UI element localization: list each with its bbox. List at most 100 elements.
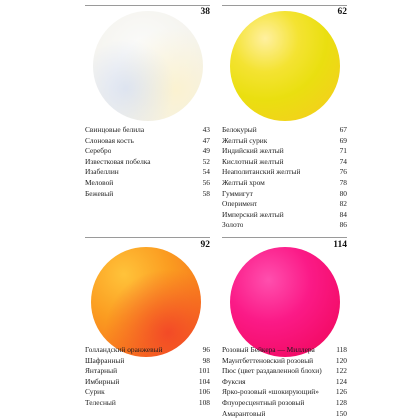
list-item: Желтый сурик 69 [222,136,347,147]
page-ref: 67 [339,125,347,134]
page-ref: 80 [339,188,347,198]
section-white: 38 Свинцовые белила 43 Слоновая кость 47 Сер… [85,0,210,228]
color-list: Свинцовые белила 43 Слоновая кость 47 Серебр… [85,125,210,199]
color-name: Флуоресцентный розовый [222,397,305,407]
color-name: Серебро [85,146,112,156]
color-name: Шафранный [85,355,125,365]
list-item: Ярко-розовый «шокирующий» 126 [222,387,347,398]
list-item: Янтарный 101 [85,366,210,377]
color-name: Золото [222,220,244,230]
color-name: Белокурый [222,125,257,134]
section-orange: 92 Голландский оранжевый 96 Шафранный 98 Янт… [85,233,210,420]
list-item: Золото 86 [222,220,347,231]
color-name: Ярко-розовый «шокирующий» [222,387,319,397]
section-pink: 114 Розовый Бейкера — Миллера 118 Маунтбет… [222,233,347,420]
list-item: Сурик 106 [85,387,210,398]
page-ref: 74 [339,156,347,166]
page-ref: 82 [339,199,347,209]
page-ref: 43 [202,125,210,134]
color-name: Янтарный [85,366,118,376]
page-ref: 108 [198,397,210,407]
list-item: Меловой 56 [85,178,210,189]
section-yellow: 62 Белокурый 67 Желтый сурик 69 Индийский же… [222,0,348,231]
list-item: Желтый хром 78 [222,178,347,189]
page-ref: 76 [339,167,347,177]
section-page-number: 114 [333,240,347,250]
color-name: Имперский желтый [222,209,284,219]
color-name: Гуммигут [222,188,253,198]
section-page-number: 92 [200,240,211,250]
list-item: Фуксия 124 [222,377,347,388]
list-item: Известковая побелка 52 [85,157,210,168]
pink-color-swatch [230,247,340,357]
color-list: Голландский оранжевый 96 Шафранный 98 Янтарн… [85,345,210,409]
color-name: Желтый хром [222,177,265,187]
section-divider [85,5,210,6]
list-item: Гуммигут 80 [222,189,347,200]
page-ref: 78 [339,177,347,187]
list-item: Маунтбеттеновский розовый 120 [222,356,347,367]
page-ref: 106 [198,387,210,397]
color-name: Неаполитанский желтый [222,167,301,177]
color-name: Сурик [85,387,105,397]
color-list: Белокурый 67 Желтый сурик 69 Индийский желты… [222,125,347,231]
color-name: Индийский желтый [222,146,284,156]
page-ref: 118 [336,345,347,354]
page-ref: 69 [339,135,347,145]
color-name: Желтый сурик [222,135,268,145]
page-ref: 96 [202,345,210,354]
list-item: Индийский желтый 71 [222,146,347,157]
page-ref: 47 [202,135,210,145]
page-ref: 104 [198,376,210,386]
color-name: Изабеллин [85,167,119,177]
page-ref: 101 [198,366,210,376]
page-ref: 52 [202,156,210,166]
color-name: Оперимент [222,199,258,209]
list-item: Неаполитанский желтый 76 [222,167,347,178]
page-ref: 128 [335,397,347,407]
page-ref: 54 [202,167,210,177]
yellow-color-swatch [230,11,340,121]
list-item: Голландский оранжевый 96 [85,345,210,356]
color-name: Фуксия [222,376,246,386]
color-name: Известковая побелка [85,156,151,166]
white-color-swatch [93,11,203,121]
color-name: Амарантовый [222,408,266,418]
section-divider [222,5,347,6]
section-page-number: 62 [337,7,348,17]
list-item: Изабеллин 54 [85,167,210,178]
list-item: Бежевый 58 [85,189,210,200]
color-name: Кислотный желтый [222,156,284,166]
page-ref: 86 [339,220,347,230]
page-ref: 71 [339,146,347,156]
color-name: Телесный [85,397,116,407]
page-ref: 120 [335,355,347,365]
page-ref: 126 [335,387,347,397]
color-name: Голландский оранжевый [85,345,163,354]
section-page-number: 38 [200,7,211,17]
color-name: Пюс (цвет раздавленной блохи) [222,366,322,376]
page-ref: 122 [335,366,347,376]
list-item: Свинцовые белила 43 [85,125,210,136]
color-name: Слоновая кость [85,135,134,145]
list-item: Амарантовый 150 [222,409,347,420]
color-list: Розовый Бейкера — Миллера 118 Маунтбеттено… [222,345,347,419]
color-name: Бежевый [85,188,114,198]
section-divider [222,237,347,238]
orange-color-swatch [91,247,201,357]
section-divider [85,237,210,238]
page-ref: 124 [335,376,347,386]
list-item: Оперимент 82 [222,199,347,210]
list-item: Телесный 108 [85,398,210,409]
list-item: Пюс (цвет раздавленной блохи) 122 [222,366,347,377]
page-ref: 150 [335,408,347,418]
page-ref: 84 [339,209,347,219]
page-ref: 49 [202,146,210,156]
color-name: Свинцовые белила [85,125,145,134]
list-item: Слоновая кость 47 [85,136,210,147]
page-ref: 98 [202,355,210,365]
list-item: Шафранный 98 [85,356,210,367]
list-item: Имбирный 104 [85,377,210,388]
page-ref: 56 [202,177,210,187]
